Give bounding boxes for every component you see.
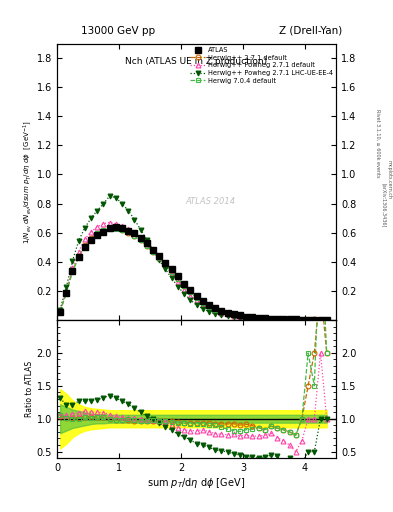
Text: mcplots.cern.ch: mcplots.cern.ch	[386, 160, 391, 199]
Text: ATLAS 2014: ATLAS 2014	[185, 197, 235, 206]
Text: Z (Drell-Yan): Z (Drell-Yan)	[279, 26, 342, 36]
Legend: ATLAS, Herwig++ 2.7.1 default, Herwig++ Powheg 2.7.1 default, Herwig++ Powheg 2.: ATLAS, Herwig++ 2.7.1 default, Herwig++ …	[189, 46, 334, 85]
Text: 13000 GeV pp: 13000 GeV pp	[81, 26, 155, 36]
Text: Nch (ATLAS UE in Z production): Nch (ATLAS UE in Z production)	[125, 57, 268, 67]
Text: Rivet 3.1.10, ≥ 600k events: Rivet 3.1.10, ≥ 600k events	[376, 109, 380, 178]
Y-axis label: Ratio to ATLAS: Ratio to ATLAS	[25, 361, 34, 417]
Y-axis label: $1/N_{ev}\ dN_{ev}/dsum\ p_T/d\eta\ d\phi\ \ [\mathrm{GeV}^{-1}]$: $1/N_{ev}\ dN_{ev}/dsum\ p_T/d\eta\ d\ph…	[21, 120, 34, 244]
X-axis label: sum $p_T$/d$\eta$ d$\phi$ [GeV]: sum $p_T$/d$\eta$ d$\phi$ [GeV]	[147, 476, 246, 490]
Text: [arXiv:1306.3436]: [arXiv:1306.3436]	[381, 183, 386, 227]
